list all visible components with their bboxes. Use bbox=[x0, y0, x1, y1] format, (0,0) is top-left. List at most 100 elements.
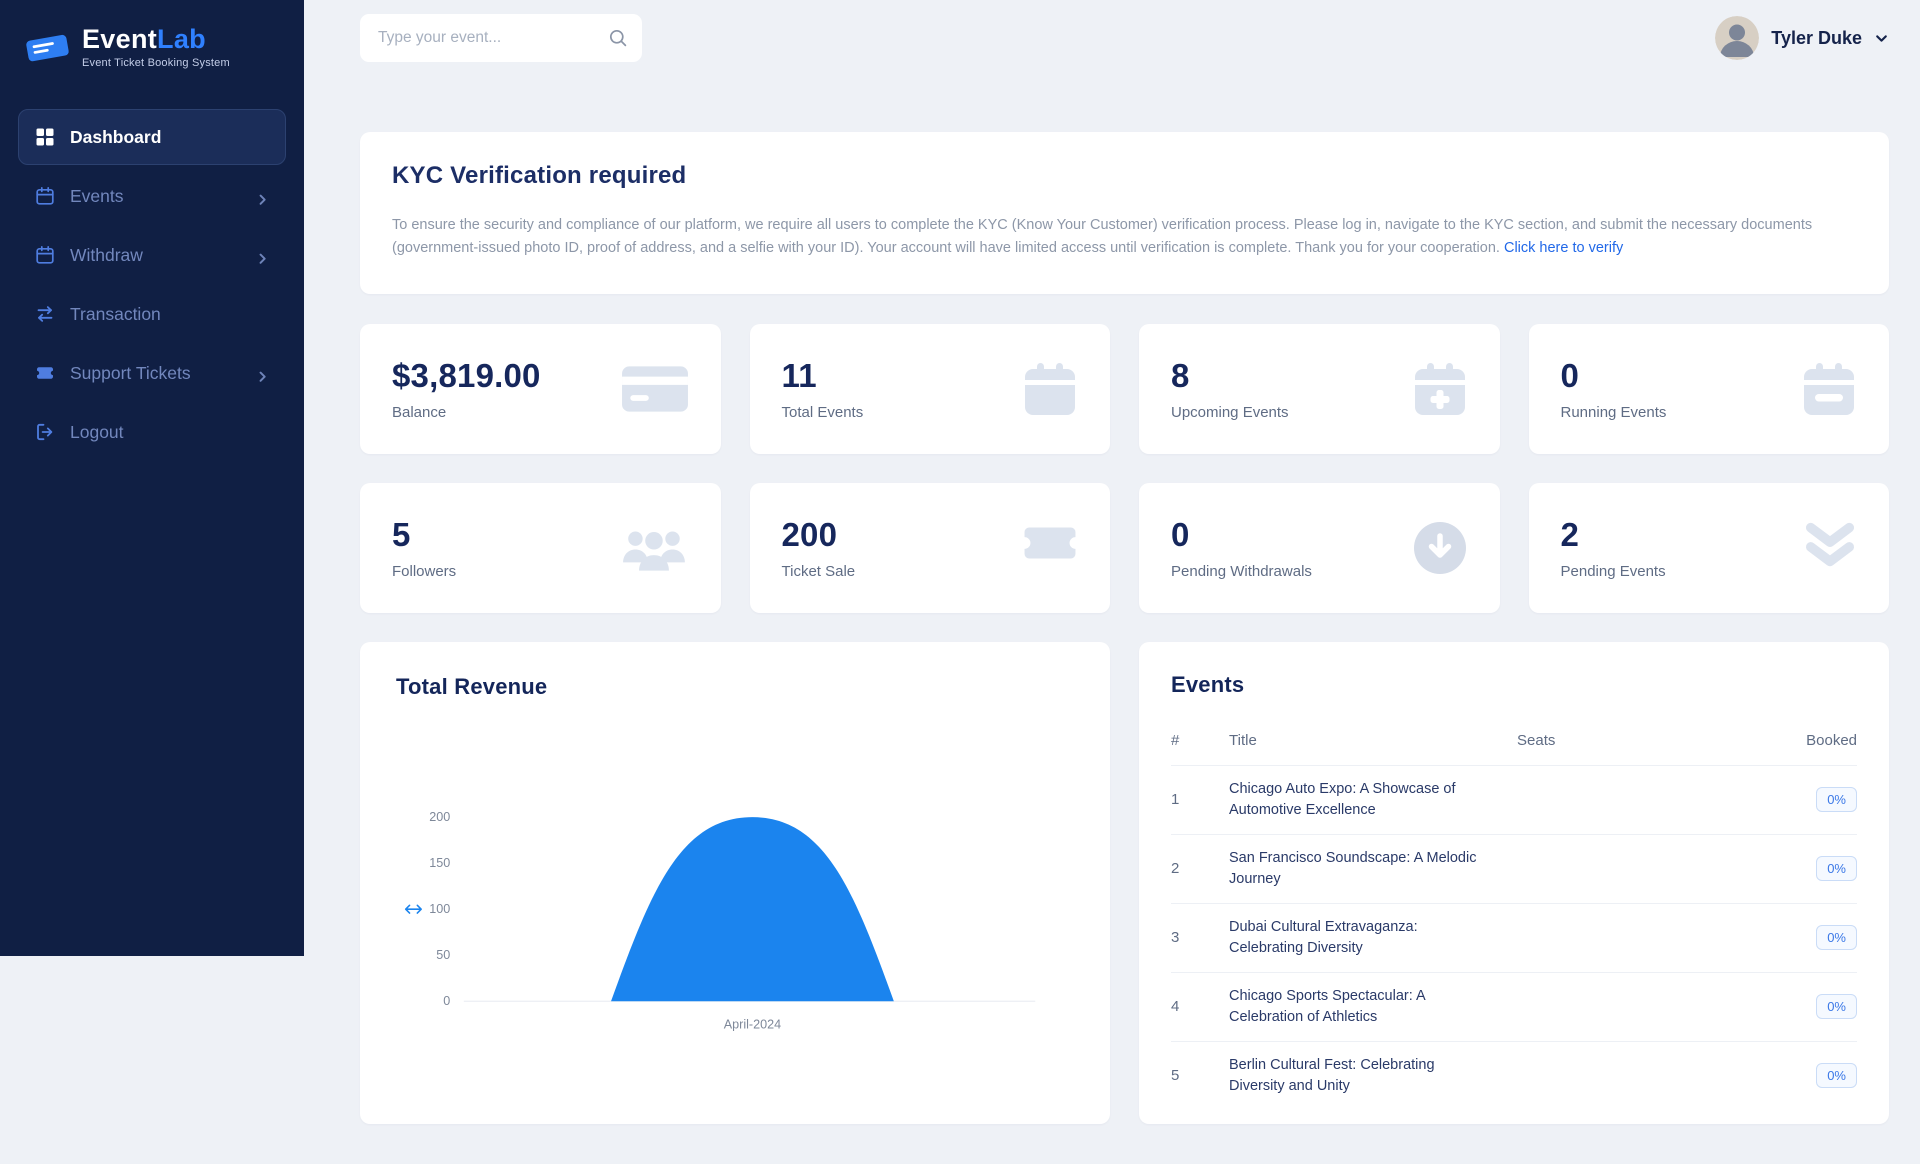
events-title: Events bbox=[1171, 671, 1245, 697]
credit-card-icon bbox=[621, 364, 689, 414]
y-tick: 150 bbox=[429, 856, 450, 870]
stat-card-pending-events: 2 Pending Events bbox=[1528, 482, 1889, 613]
sidebar-item-label: Dashboard bbox=[70, 126, 162, 147]
row-number: 2 bbox=[1171, 860, 1180, 878]
kyc-banner: KYC Verification required To ensure the … bbox=[360, 132, 1889, 294]
column-header-title: Title bbox=[1229, 731, 1257, 749]
stat-value: 2 bbox=[1560, 515, 1580, 553]
dashboard-content: KYC Verification required To ensure the … bbox=[360, 132, 1889, 1164]
y-tick: 200 bbox=[429, 810, 450, 824]
search-input[interactable] bbox=[360, 14, 642, 62]
ticket-card-icon bbox=[35, 363, 55, 383]
table-row: 5 Berlin Cultural Fest: Celebrating Dive… bbox=[1171, 1040, 1857, 1110]
row-number: 5 bbox=[1171, 1067, 1180, 1085]
stat-label: Followers bbox=[392, 562, 457, 580]
brand-logo: EventLab Event Ticket Booking System bbox=[0, 0, 304, 103]
revenue-area-series bbox=[611, 816, 894, 1002]
stat-value: 5 bbox=[392, 515, 411, 553]
sidebar-nav: Dashboard Events Withdraw Transaction bbox=[0, 109, 304, 460]
stat-label: Pending Withdrawals bbox=[1171, 562, 1312, 580]
sidebar-item-label: Transaction bbox=[70, 303, 161, 324]
sidebar-item-label: Events bbox=[70, 185, 124, 206]
y-tick: 100 bbox=[429, 902, 450, 916]
user-name: Tyler Duke bbox=[1771, 27, 1862, 48]
stat-value: 11 bbox=[781, 356, 817, 394]
x-axis-label: April-2024 bbox=[724, 1017, 781, 1031]
row-number: 4 bbox=[1171, 998, 1180, 1016]
column-header-booked: Booked bbox=[1806, 731, 1857, 749]
kyc-verify-link[interactable]: Click here to verify bbox=[1503, 239, 1624, 256]
brand-tagline: Event Ticket Booking System bbox=[82, 57, 230, 69]
booked-badge: 0% bbox=[1816, 925, 1857, 951]
sidebar-item-logout[interactable]: Logout bbox=[18, 404, 286, 460]
stat-card-ticket-sale: 200 Ticket Sale bbox=[749, 482, 1110, 613]
events-table: # Title Seats Booked 1 Chicago Auto Expo… bbox=[1171, 722, 1857, 1110]
sidebar-item-withdraw[interactable]: Withdraw bbox=[18, 227, 286, 283]
calendar-icon bbox=[35, 245, 55, 265]
sidebar-item-label: Support Tickets bbox=[70, 362, 191, 383]
chevron-down-icon bbox=[1874, 31, 1889, 46]
stat-label: Ticket Sale bbox=[781, 562, 856, 580]
stat-label: Pending Events bbox=[1560, 562, 1666, 580]
row-title: Berlin Cultural Fest: Celebrating Divers… bbox=[1229, 1056, 1435, 1094]
stats-grid: $3,819.00 Balance 11 Total Events 8 bbox=[360, 323, 1889, 613]
revenue-title: Total Revenue bbox=[396, 673, 548, 699]
sidebar-item-label: Withdraw bbox=[70, 244, 143, 265]
stat-label: Total Events bbox=[781, 403, 864, 421]
table-row: 4 Chicago Sports Spectacular: A Celebrat… bbox=[1171, 971, 1857, 1041]
chevrons-down-icon bbox=[1801, 520, 1857, 576]
booked-badge: 0% bbox=[1816, 856, 1857, 882]
row-title: San Francisco Soundscape: A Melodic Jour… bbox=[1229, 849, 1477, 887]
row-title: Dubai Cultural Extravaganza: Celebrating… bbox=[1229, 918, 1418, 956]
arrow-down-circle-icon bbox=[1412, 520, 1468, 576]
sidebar-item-support-tickets[interactable]: Support Tickets bbox=[18, 345, 286, 401]
row-title: Chicago Auto Expo: A Showcase of Automot… bbox=[1229, 780, 1456, 818]
table-row: 3 Dubai Cultural Extravaganza: Celebrati… bbox=[1171, 902, 1857, 972]
stat-label: Balance bbox=[392, 403, 447, 421]
chevron-right-icon bbox=[256, 367, 269, 382]
booked-badge: 0% bbox=[1816, 1063, 1857, 1089]
table-row: 1 Chicago Auto Expo: A Showcase of Autom… bbox=[1171, 764, 1857, 834]
swap-arrows-icon bbox=[35, 304, 55, 324]
stat-card-upcoming-events: 8 Upcoming Events bbox=[1139, 323, 1500, 454]
column-header-num: # bbox=[1171, 731, 1180, 749]
bottom-panels: Total Revenue 200 150 100 50 0 April-202… bbox=[360, 641, 1889, 1164]
sidebar: EventLab Event Ticket Booking System Das… bbox=[0, 0, 304, 956]
booked-badge: 0% bbox=[1816, 994, 1857, 1020]
row-number: 3 bbox=[1171, 929, 1180, 947]
avatar bbox=[1715, 16, 1760, 60]
stat-card-running-events: 0 Running Events bbox=[1528, 323, 1889, 454]
stat-card-followers: 5 Followers bbox=[360, 482, 721, 613]
stat-value: 0 bbox=[1171, 515, 1190, 553]
calendar-plus-icon bbox=[1412, 361, 1468, 417]
brand-name: EventLab bbox=[82, 24, 206, 54]
sidebar-item-events[interactable]: Events bbox=[18, 168, 286, 224]
stat-card-total-events: 11 Total Events bbox=[749, 323, 1110, 454]
booked-badge: 0% bbox=[1816, 787, 1857, 813]
calendar-icon bbox=[1022, 361, 1078, 417]
chevron-right-icon bbox=[256, 190, 269, 205]
logout-icon bbox=[35, 422, 55, 442]
sidebar-item-transaction[interactable]: Transaction bbox=[18, 286, 286, 342]
sidebar-item-dashboard[interactable]: Dashboard bbox=[18, 109, 286, 165]
user-menu[interactable]: Tyler Duke bbox=[1715, 16, 1889, 60]
events-table-header: # Title Seats Booked bbox=[1171, 722, 1857, 765]
kyc-title: KYC Verification required bbox=[392, 162, 687, 189]
stat-value: 200 bbox=[781, 515, 838, 553]
stat-label: Upcoming Events bbox=[1171, 403, 1289, 421]
calendar-icon bbox=[35, 186, 55, 206]
row-number: 1 bbox=[1171, 791, 1180, 809]
stat-value: 0 bbox=[1560, 356, 1580, 394]
main-area: Tyler Duke KYC Verification required To … bbox=[304, 0, 1920, 1164]
kyc-body: To ensure the security and compliance of… bbox=[392, 217, 1813, 256]
search-icon bbox=[608, 28, 628, 48]
row-title: Chicago Sports Spectacular: A Celebratio… bbox=[1229, 987, 1425, 1025]
events-card: Events # Title Seats Booked 1 Chicago Au… bbox=[1139, 641, 1889, 1124]
total-revenue-card: Total Revenue 200 150 100 50 0 April-202… bbox=[360, 641, 1110, 1124]
ticket-icon bbox=[1020, 523, 1078, 573]
brand-ticket-icon bbox=[24, 28, 72, 68]
grid-icon bbox=[35, 127, 55, 147]
users-icon bbox=[621, 523, 689, 573]
chevron-right-icon bbox=[256, 249, 269, 264]
event-search bbox=[360, 14, 642, 62]
